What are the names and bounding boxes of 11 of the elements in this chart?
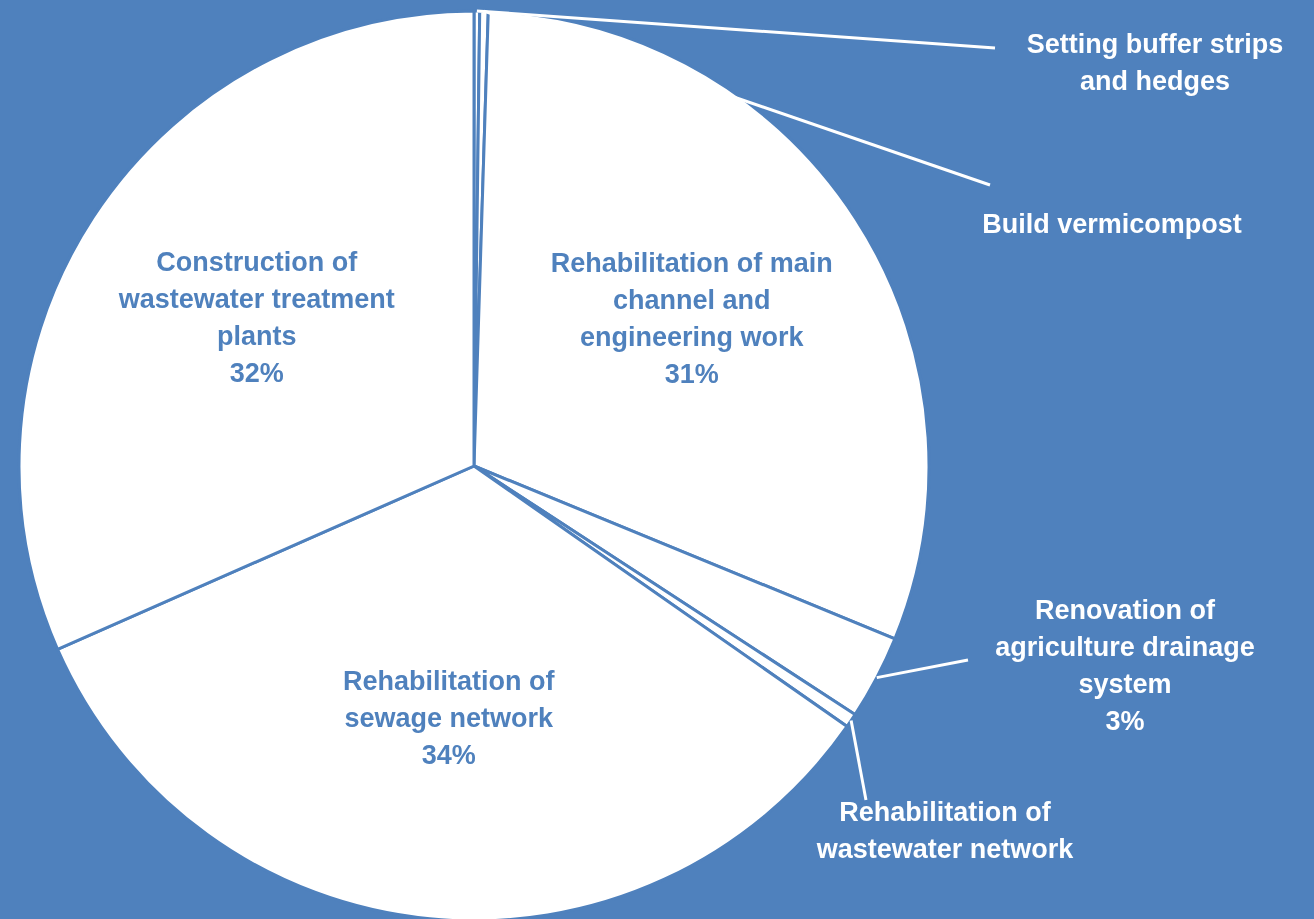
slice-label: Build vermicompost [982, 209, 1242, 239]
data-label: 3% [1105, 706, 1145, 736]
slice-label: Rehabilitation of wastewater network [815, 797, 1075, 864]
slice-label: Renovation of agriculture drainage system [995, 595, 1255, 699]
slice-label: Setting buffer strips and hedges [1026, 29, 1284, 96]
slice-label: Construction of wastewater treatment plants [117, 247, 395, 352]
slice-label: Rehabilitation of sewage network [343, 665, 556, 733]
data-label: 32% [229, 358, 284, 389]
data-label: 31% [664, 358, 719, 389]
slice-label: Rehabilitation of main channel and engineering work [550, 247, 833, 352]
data-label: 34% [421, 739, 476, 770]
